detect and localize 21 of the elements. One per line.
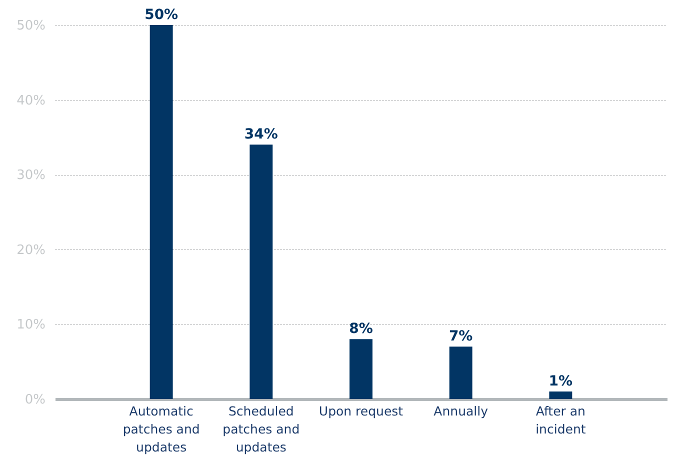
data-label: 1%	[548, 374, 573, 390]
bar	[449, 346, 472, 399]
y-tick-label: 50%	[16, 18, 46, 34]
x-tick-label: Scheduled patches and updates	[222, 404, 300, 454]
data-label: 7%	[448, 328, 473, 345]
bar	[250, 144, 273, 399]
data-label: 8%	[349, 321, 373, 338]
x-tick-label: Upon request	[318, 404, 404, 418]
y-tick-label: 20%	[16, 242, 46, 258]
data-label: 34%	[244, 126, 278, 143]
bar	[150, 25, 173, 399]
x-tick-label: Annually	[434, 404, 489, 418]
x-tick-label: Automatic patches and updates	[122, 404, 200, 454]
y-tick-label: 0%	[24, 392, 46, 408]
x-tick-label: After an incident	[536, 404, 586, 436]
y-tick-label: 10%	[16, 318, 46, 333]
bar	[350, 339, 372, 399]
data-label: 50%	[144, 7, 178, 23]
bar	[549, 392, 572, 399]
y-tick-label: 30%	[16, 168, 46, 184]
y-tick-label: 40%	[16, 93, 46, 108]
